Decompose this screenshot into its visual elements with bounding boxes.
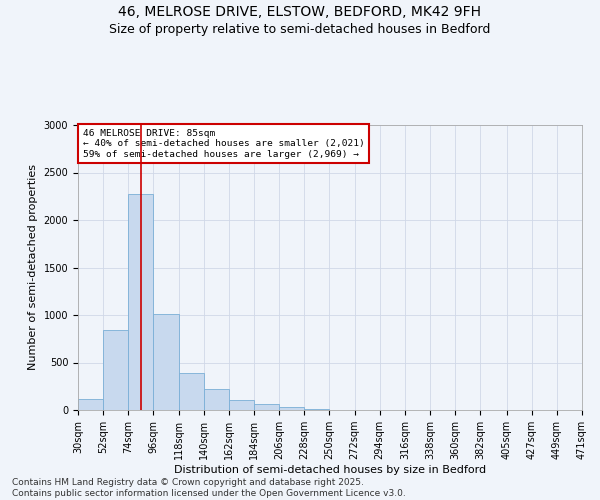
Bar [229,400,254,410]
Text: 46, MELROSE DRIVE, ELSTOW, BEDFORD, MK42 9FH: 46, MELROSE DRIVE, ELSTOW, BEDFORD, MK42… [119,5,482,19]
Bar [128,194,154,410]
Text: 46 MELROSE DRIVE: 85sqm
← 40% of semi-detached houses are smaller (2,021)
59% of: 46 MELROSE DRIVE: 85sqm ← 40% of semi-de… [83,129,364,158]
Bar [204,389,229,410]
Bar [304,409,329,410]
Bar [78,398,103,410]
Bar [179,373,204,410]
Y-axis label: Number of semi-detached properties: Number of semi-detached properties [28,164,38,370]
X-axis label: Distribution of semi-detached houses by size in Bedford: Distribution of semi-detached houses by … [174,465,486,475]
Bar [103,330,128,410]
Bar [279,407,304,410]
Bar [154,314,179,410]
Text: Size of property relative to semi-detached houses in Bedford: Size of property relative to semi-detach… [109,22,491,36]
Text: Contains HM Land Registry data © Crown copyright and database right 2025.
Contai: Contains HM Land Registry data © Crown c… [12,478,406,498]
Bar [254,404,279,410]
